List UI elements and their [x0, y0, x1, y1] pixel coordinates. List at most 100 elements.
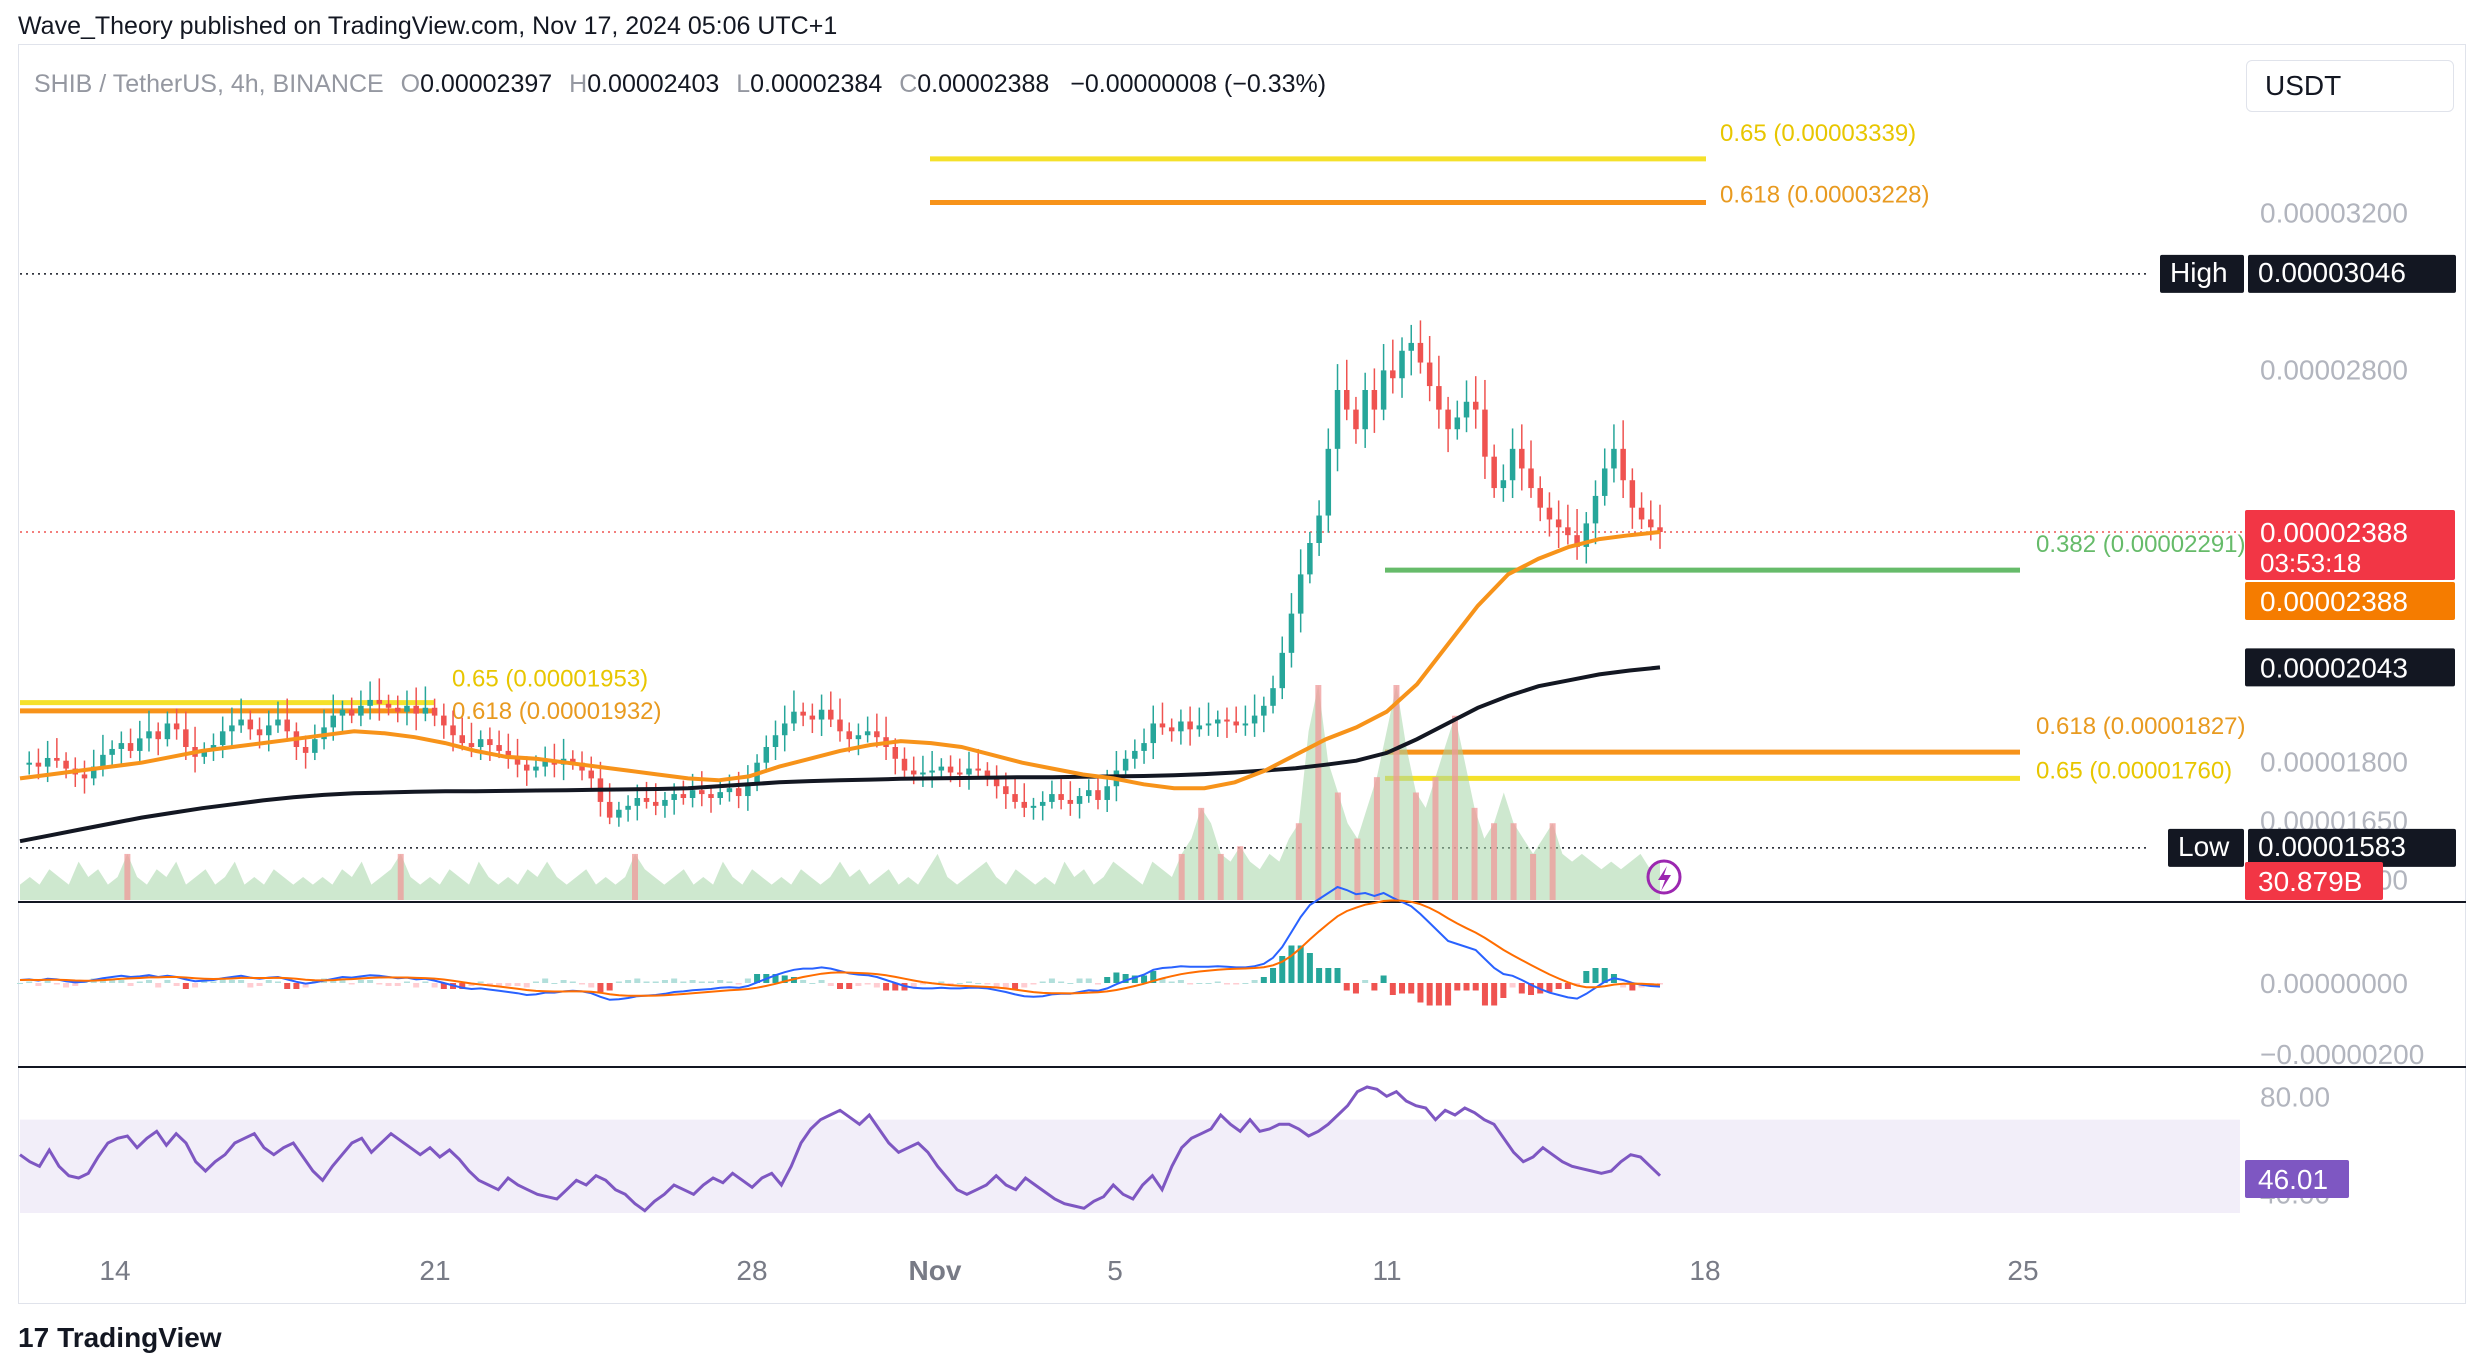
candle[interactable] [1657, 527, 1663, 533]
candle[interactable] [542, 760, 548, 767]
candle[interactable] [487, 739, 493, 746]
candle[interactable] [358, 705, 364, 716]
candle[interactable] [680, 794, 687, 798]
candle[interactable] [1343, 390, 1350, 410]
candle[interactable] [1537, 488, 1543, 508]
candle[interactable] [533, 766, 539, 771]
candle[interactable] [1574, 535, 1580, 547]
candle[interactable] [1086, 790, 1092, 797]
candle[interactable] [1003, 786, 1009, 795]
candle[interactable] [1215, 719, 1221, 724]
candle[interactable] [348, 709, 355, 716]
candle[interactable] [828, 709, 834, 720]
candle[interactable] [855, 735, 862, 740]
candle[interactable] [137, 738, 143, 751]
candle[interactable] [643, 798, 650, 802]
candle[interactable] [1159, 723, 1166, 728]
candle[interactable] [1196, 725, 1203, 730]
candle[interactable] [413, 705, 419, 714]
candle[interactable] [1039, 801, 1046, 806]
candle[interactable] [671, 794, 677, 800]
candle[interactable] [726, 788, 733, 793]
candle[interactable] [745, 784, 751, 797]
candle[interactable] [1187, 721, 1193, 730]
candle[interactable] [735, 788, 742, 797]
lightning-icon[interactable] [1646, 859, 1682, 895]
candle[interactable] [1648, 519, 1654, 528]
candle[interactable] [1454, 417, 1461, 430]
candle[interactable] [44, 757, 51, 767]
candle[interactable] [993, 776, 1000, 787]
candle[interactable] [1021, 801, 1028, 808]
candle[interactable] [957, 772, 963, 775]
candle[interactable] [376, 699, 383, 704]
candle[interactable] [966, 768, 972, 775]
candle[interactable] [1030, 805, 1037, 808]
candle[interactable] [818, 709, 825, 720]
candle[interactable] [717, 792, 723, 798]
candle[interactable] [800, 711, 806, 716]
tradingview-logo[interactable]: 17 TradingView [18, 1322, 222, 1354]
candle[interactable] [1307, 543, 1313, 575]
candle[interactable] [1629, 480, 1636, 508]
candle[interactable] [781, 723, 788, 736]
candle[interactable] [1012, 794, 1018, 802]
candle[interactable] [505, 750, 512, 759]
candle[interactable] [1242, 723, 1249, 726]
candle[interactable] [1233, 721, 1239, 726]
candle[interactable] [984, 770, 991, 777]
candle[interactable] [330, 715, 337, 728]
candle[interactable] [1371, 390, 1378, 410]
candle[interactable] [1076, 796, 1083, 804]
candle[interactable] [1353, 409, 1359, 430]
candle[interactable] [975, 768, 981, 771]
candle[interactable] [634, 798, 641, 806]
candle[interactable] [1380, 370, 1387, 410]
candle[interactable] [90, 766, 97, 779]
candle[interactable] [1178, 721, 1184, 732]
candle[interactable] [1611, 448, 1617, 469]
candle[interactable] [1426, 362, 1433, 387]
candle[interactable] [1095, 790, 1101, 800]
candle[interactable] [109, 748, 115, 755]
candle[interactable] [1049, 794, 1055, 802]
candle[interactable] [514, 758, 521, 765]
candle[interactable] [1058, 794, 1064, 800]
candle[interactable] [1583, 523, 1590, 547]
candle[interactable] [1399, 350, 1405, 379]
candle[interactable] [431, 707, 438, 716]
candle[interactable] [496, 745, 502, 751]
candle[interactable] [1067, 799, 1074, 804]
candle[interactable] [1546, 507, 1553, 520]
candle[interactable] [155, 731, 161, 740]
candle[interactable] [1408, 342, 1414, 351]
candle[interactable] [588, 770, 594, 779]
candle[interactable] [625, 805, 631, 810]
candle[interactable] [26, 762, 32, 765]
candle[interactable] [35, 762, 42, 767]
candle[interactable] [247, 719, 254, 730]
candle[interactable] [920, 772, 926, 775]
candle[interactable] [652, 801, 659, 806]
candle[interactable] [1362, 390, 1368, 430]
candle[interactable] [1334, 390, 1341, 449]
candle[interactable] [173, 723, 180, 730]
candle[interactable] [708, 794, 714, 798]
candle[interactable] [699, 790, 705, 795]
candle[interactable] [570, 758, 576, 763]
candle[interactable] [1316, 515, 1322, 543]
candle[interactable] [275, 719, 281, 726]
candle[interactable] [846, 731, 852, 740]
candle[interactable] [1122, 758, 1129, 771]
candle[interactable] [1261, 705, 1267, 716]
candle[interactable] [1205, 723, 1212, 726]
candle[interactable] [837, 719, 843, 732]
candle[interactable] [1500, 480, 1507, 489]
candle[interactable] [1168, 727, 1175, 732]
candle[interactable] [1279, 652, 1285, 689]
candle[interactable] [146, 731, 152, 739]
candle[interactable] [938, 766, 945, 771]
candle[interactable] [1297, 574, 1304, 614]
candle[interactable] [763, 747, 770, 763]
candle[interactable] [1141, 743, 1147, 751]
